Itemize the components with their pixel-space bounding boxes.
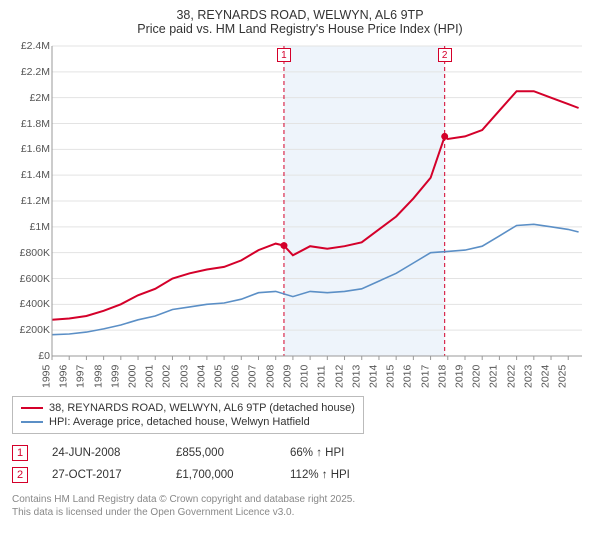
- x-axis-tick-label: 2004: [195, 365, 207, 388]
- x-axis-tick-label: 2002: [161, 365, 173, 388]
- y-axis-tick-label: £2.2M: [21, 66, 50, 78]
- x-axis-tick-label: 2020: [471, 365, 483, 388]
- legend-swatch: [21, 421, 43, 423]
- sale-event-date: 24-JUN-2008: [52, 447, 152, 459]
- footer-line1: Contains HM Land Registry data © Crown c…: [12, 494, 588, 507]
- sale-event-price: £1,700,000: [176, 469, 266, 481]
- marker-flag: 1: [277, 48, 291, 62]
- footer-line2: This data is licensed under the Open Gov…: [12, 507, 588, 520]
- x-axis-tick-label: 2022: [505, 365, 517, 388]
- sale-event-hpi-delta: 112% ↑ HPI: [290, 469, 350, 481]
- y-axis-tick-label: £2.4M: [21, 40, 50, 52]
- legend-swatch: [21, 407, 43, 409]
- marker-flag: 2: [438, 48, 452, 62]
- x-axis-tick-label: 2025: [557, 365, 569, 388]
- attribution-footer: Contains HM Land Registry data © Crown c…: [12, 494, 588, 519]
- sale-event-badge: 2: [12, 467, 28, 483]
- plot-area: £0 £200K £400K £600K £800K £1M £1.2M £1.4M £1.6M…: [12, 42, 588, 390]
- sale-event-price: £855,000: [176, 447, 266, 459]
- x-axis-tick-label: 2011: [316, 365, 328, 388]
- x-axis-tick-label: 2017: [419, 365, 431, 388]
- y-axis-tick-label: £600K: [20, 273, 50, 285]
- y-axis-tick-label: £400K: [20, 298, 50, 310]
- y-axis-tick-label: £1.6M: [21, 143, 50, 155]
- x-axis-tick-label: 2012: [333, 365, 345, 388]
- sale-markers-table: 1 24-JUN-2008 £855,000 66% ↑ HPI 2 27-OC…: [12, 442, 588, 486]
- sale-event-date: 27-OCT-2017: [52, 469, 152, 481]
- y-axis-tick-label: £200K: [20, 324, 50, 336]
- x-axis-tick-label: 2013: [350, 365, 362, 388]
- x-axis-tick-label: 1999: [109, 365, 121, 388]
- y-axis-tick-label: £2M: [30, 92, 50, 104]
- sale-event-hpi-delta: 66% ↑ HPI: [290, 447, 344, 459]
- x-axis-tick-label: 2005: [212, 365, 224, 388]
- x-axis-tick-label: 2000: [126, 365, 138, 388]
- x-axis-tick-label: 2008: [264, 365, 276, 388]
- y-axis-tick-label: £1.2M: [21, 195, 50, 207]
- sale-event-row: 1 24-JUN-2008 £855,000 66% ↑ HPI: [12, 442, 588, 464]
- line-chart-svg: [12, 42, 588, 390]
- x-axis-tick-label: 1995: [40, 365, 52, 388]
- x-axis-tick-label: 2019: [453, 365, 465, 388]
- x-axis-tick-label: 1998: [92, 365, 104, 388]
- y-axis-tick-label: £1.8M: [21, 118, 50, 130]
- x-axis-tick-label: 2023: [522, 365, 534, 388]
- x-axis-tick-label: 2009: [281, 365, 293, 388]
- x-axis-tick-label: 2001: [144, 365, 156, 388]
- legend-item: 38, REYNARDS ROAD, WELWYN, AL6 9TP (deta…: [21, 401, 355, 415]
- x-axis-tick-label: 2015: [384, 365, 396, 388]
- legend-item: HPI: Average price, detached house, Welw…: [21, 415, 355, 429]
- y-axis-tick-label: £0: [38, 350, 50, 362]
- legend: 38, REYNARDS ROAD, WELWYN, AL6 9TP (deta…: [12, 396, 364, 434]
- y-axis-tick-label: £1M: [30, 221, 50, 233]
- x-axis-tick-label: 2018: [436, 365, 448, 388]
- legend-label: HPI: Average price, detached house, Welw…: [49, 416, 310, 428]
- y-axis-tick-label: £1.4M: [21, 169, 50, 181]
- legend-label: 38, REYNARDS ROAD, WELWYN, AL6 9TP (deta…: [49, 402, 355, 414]
- x-axis-tick-label: 2014: [367, 365, 379, 388]
- x-axis-tick-label: 2024: [539, 365, 551, 388]
- x-axis-tick-label: 2010: [298, 365, 310, 388]
- x-axis-tick-label: 2007: [247, 365, 259, 388]
- sale-event-row: 2 27-OCT-2017 £1,700,000 112% ↑ HPI: [12, 464, 588, 486]
- x-axis-tick-label: 2021: [488, 365, 500, 388]
- x-axis-tick-label: 2003: [178, 365, 190, 388]
- x-axis-tick-label: 2006: [230, 365, 242, 388]
- sale-event-badge: 1: [12, 445, 28, 461]
- chart-container: 38, REYNARDS ROAD, WELWYN, AL6 9TP Price…: [0, 0, 600, 560]
- x-axis-tick-label: 1997: [75, 365, 87, 388]
- x-axis-tick-label: 2016: [402, 365, 414, 388]
- y-axis-tick-label: £800K: [20, 247, 50, 259]
- x-axis-tick-label: 1996: [58, 365, 70, 388]
- title-line1: 38, REYNARDS ROAD, WELWYN, AL6 9TP: [12, 8, 588, 22]
- title-line2: Price paid vs. HM Land Registry's House …: [12, 22, 588, 36]
